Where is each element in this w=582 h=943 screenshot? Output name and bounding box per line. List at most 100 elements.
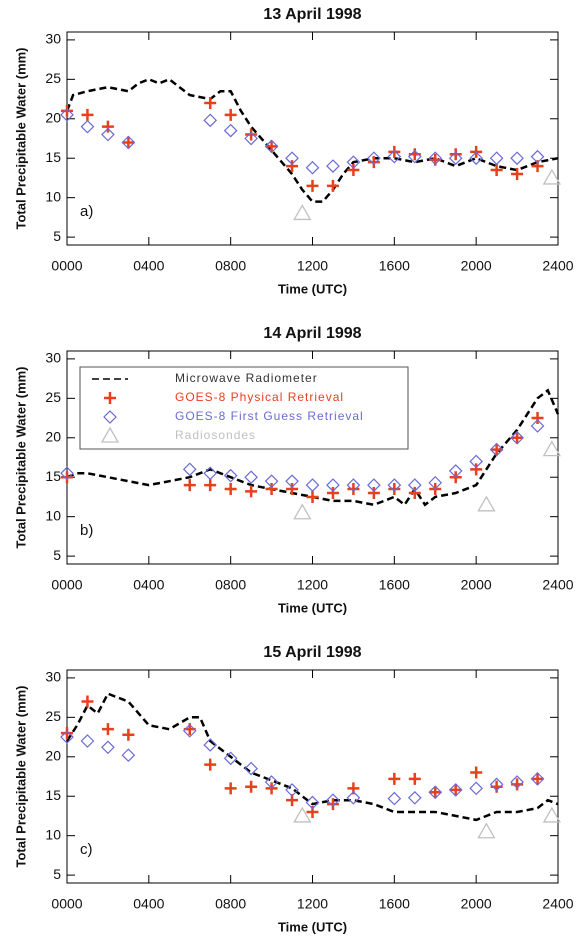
diamond-marker <box>367 151 381 166</box>
diamond-marker <box>203 738 218 752</box>
y-axis-label: Total Precipitable Water (mm) <box>13 47 28 229</box>
x-tick-label: 2000 <box>461 896 492 912</box>
x-tick-label: 0000 <box>51 577 82 593</box>
chart-title: 13 April 1998 <box>263 6 361 23</box>
triangle-marker <box>542 440 561 457</box>
plus-marker <box>429 786 442 799</box>
legend-box <box>79 366 409 450</box>
plus-marker <box>490 443 503 456</box>
diamond-marker <box>530 149 545 164</box>
plus-marker <box>470 463 483 476</box>
y-tick-label: 10 <box>45 826 61 842</box>
x-tick-label: 0000 <box>51 258 82 274</box>
triangle-marker <box>293 806 312 823</box>
diamond-marker <box>203 466 218 481</box>
y-tick-label: 20 <box>45 428 61 444</box>
diamond-marker <box>428 475 443 490</box>
panel-label: b) <box>80 522 93 539</box>
legend-label: Radiosondes <box>175 428 256 442</box>
x-tick-label: 0800 <box>215 896 246 912</box>
y-tick-label: 20 <box>45 747 61 763</box>
radiometer-line <box>66 388 560 507</box>
plus-marker <box>224 483 237 496</box>
diamond-marker <box>60 107 74 122</box>
x-tick-label: 1600 <box>379 258 410 274</box>
y-tick-label: 30 <box>45 350 61 366</box>
diamond-marker <box>285 151 299 166</box>
plus-marker <box>326 798 339 811</box>
diamond-marker <box>326 793 340 808</box>
diamond-marker <box>387 791 402 806</box>
plus-marker <box>347 164 360 177</box>
plus-marker <box>81 108 94 121</box>
plot-frame <box>66 669 559 884</box>
diamond-marker <box>510 430 524 445</box>
diamond-marker <box>60 466 74 481</box>
plus-marker <box>61 727 73 740</box>
y-tick-label: 10 <box>45 188 61 204</box>
y-tick-label: 30 <box>45 31 61 47</box>
plus-marker <box>101 723 114 736</box>
x-tick-label: 0800 <box>215 577 246 593</box>
diamond-marker <box>428 151 443 166</box>
diamond-marker <box>469 454 484 469</box>
x-tick-label: 2000 <box>461 577 492 593</box>
legend-label: Microwave Radiometer <box>175 371 318 385</box>
diamond-marker <box>80 734 95 748</box>
plus-marker <box>122 728 135 741</box>
diamond-marker <box>387 149 402 164</box>
x-tick-label: 0800 <box>215 258 246 274</box>
plus-marker <box>245 780 258 793</box>
diamond-marker <box>264 775 279 789</box>
diamond-marker <box>469 151 484 166</box>
plus-marker <box>224 108 237 121</box>
plus-marker <box>326 179 339 192</box>
plus-marker <box>286 160 299 173</box>
triangle-marker <box>477 495 496 512</box>
plus-marker <box>245 128 258 141</box>
chart-title: 15 April 1998 <box>263 644 361 661</box>
diamond-marker <box>264 474 279 489</box>
plus-marker <box>265 140 278 153</box>
y-tick-label: 5 <box>53 866 61 882</box>
diamond-marker <box>407 478 422 492</box>
diamond-marker <box>489 777 504 792</box>
diamond-marker <box>367 478 381 492</box>
diamond-marker <box>448 783 463 797</box>
y-tick-label: 10 <box>45 507 61 523</box>
diamond-marker <box>305 160 320 175</box>
diamond-marker <box>223 468 238 483</box>
diamond-marker <box>326 159 340 173</box>
triangle-marker <box>542 806 561 823</box>
diamond-marker <box>244 470 258 485</box>
triangle-marker <box>477 822 496 839</box>
diamond-marker <box>121 135 136 150</box>
plus-marker <box>101 120 114 133</box>
diamond-marker <box>80 119 95 134</box>
panel-label: a) <box>80 203 93 220</box>
plus-marker <box>388 772 401 785</box>
diamond-marker <box>407 149 422 164</box>
x-axis-label: Time (UTC) <box>278 281 347 296</box>
plus-marker <box>449 783 462 796</box>
diamond-marker <box>305 478 320 492</box>
y-tick-label: 15 <box>45 149 61 165</box>
triangle-marker <box>542 168 561 185</box>
legend-label: GOES-8 First Guess Retrieval <box>175 409 364 423</box>
y-tick-label: 5 <box>53 547 61 563</box>
plus-marker <box>265 483 278 496</box>
plus-marker <box>511 431 524 444</box>
plus-marker <box>470 766 483 779</box>
plus-marker <box>61 104 73 117</box>
x-tick-label: 0400 <box>133 258 164 274</box>
plus-marker <box>490 164 503 177</box>
y-tick-label: 25 <box>45 70 61 86</box>
triangle-marker <box>100 426 120 443</box>
triangle-marker <box>293 503 312 520</box>
x-tick-label: 2400 <box>542 896 573 912</box>
y-tick-label: 15 <box>45 787 61 803</box>
chart-title: 14 April 1998 <box>263 325 361 342</box>
diamond-marker <box>285 783 299 797</box>
x-tick-label: 0400 <box>133 896 164 912</box>
diamond-marker <box>530 419 545 433</box>
